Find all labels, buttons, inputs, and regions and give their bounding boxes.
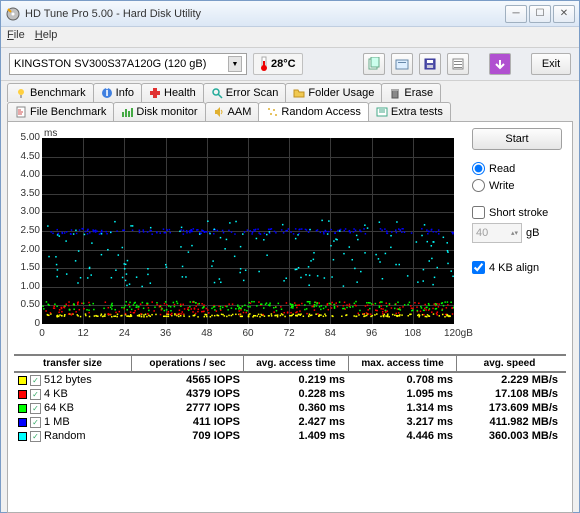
minimize-button[interactable]: ─ <box>505 5 527 23</box>
hdr-ops: operations / sec <box>132 356 244 371</box>
row-check[interactable]: ✓ <box>30 375 41 386</box>
series-color-swatch <box>18 390 27 399</box>
app-icon <box>5 6 21 22</box>
snapshot-button[interactable] <box>489 53 511 75</box>
table-row: ✓Random709 IOPS1.409 ms4.446 ms360.003 M… <box>14 429 566 443</box>
temperature-value: 28°C <box>271 58 296 70</box>
short-stroke-input[interactable]: 40▴▾ <box>472 223 522 243</box>
side-panel: Start Read Write Short stroke 40▴▾ gB 4 … <box>464 128 564 348</box>
menu-help[interactable]: Help <box>35 29 58 45</box>
copy-info-button[interactable] <box>363 53 385 75</box>
series-color-swatch <box>18 376 27 385</box>
row-check[interactable]: ✓ <box>30 403 41 414</box>
tab-content: ms 00.501.001.502.002.503.003.504.004.50… <box>7 121 573 513</box>
menu-file[interactable]: File <box>7 29 25 45</box>
results-table: transfer size operations / sec avg. acce… <box>14 354 566 443</box>
exit-button[interactable]: Exit <box>531 53 571 75</box>
series-color-swatch <box>18 432 27 441</box>
drive-select[interactable]: KINGSTON SV300S37A120G (120 gB) ▼ <box>9 53 247 75</box>
tab-health[interactable]: Health <box>141 83 204 102</box>
tabs-row-1: Benchmark iInfo Health Error Scan Folder… <box>1 81 579 102</box>
hdr-transfer-size: transfer size <box>14 356 132 371</box>
menubar: File Help <box>1 27 579 47</box>
row-check[interactable]: ✓ <box>30 389 41 400</box>
series-color-swatch <box>18 418 27 427</box>
table-row: ✓1 MB411 IOPS2.427 ms3.217 ms411.982 MB/… <box>14 415 566 429</box>
file-icon <box>15 106 27 118</box>
erase-icon <box>389 87 401 99</box>
tab-benchmark[interactable]: Benchmark <box>7 83 94 102</box>
tab-error-scan[interactable]: Error Scan <box>203 83 287 102</box>
tab-extra-tests[interactable]: Extra tests <box>368 102 451 121</box>
health-icon <box>149 87 161 99</box>
toolbar: KINGSTON SV300S37A120G (120 gB) ▼ 28°C E… <box>1 47 579 81</box>
titlebar: HD Tune Pro 5.00 - Hard Disk Utility ─ ☐… <box>1 1 579 27</box>
window-title: HD Tune Pro 5.00 - Hard Disk Utility <box>25 8 505 20</box>
tab-random-access[interactable]: Random Access <box>258 102 368 121</box>
thermometer-icon <box>260 55 268 74</box>
hdr-spd: avg. speed <box>457 356 562 371</box>
tab-disk-monitor[interactable]: Disk monitor <box>113 102 205 121</box>
series-color-swatch <box>18 404 27 413</box>
bulb-icon <box>15 87 27 99</box>
random-icon <box>266 106 278 118</box>
tab-folder-usage[interactable]: Folder Usage <box>285 83 382 102</box>
chevron-down-icon: ▼ <box>228 56 242 72</box>
short-stroke-check[interactable] <box>472 206 485 219</box>
screenshot-button[interactable] <box>391 53 413 75</box>
svg-text:i: i <box>105 87 108 99</box>
maximize-button[interactable]: ☐ <box>529 5 551 23</box>
drive-select-value: KINGSTON SV300S37A120G (120 gB) <box>14 58 206 70</box>
write-radio[interactable] <box>472 179 485 192</box>
app-window: HD Tune Pro 5.00 - Hard Disk Utility ─ ☐… <box>0 0 580 513</box>
table-row: ✓512 bytes4565 IOPS0.219 ms0.708 ms2.229… <box>14 373 566 387</box>
monitor-icon <box>121 106 133 118</box>
row-check[interactable]: ✓ <box>30 417 41 428</box>
table-row: ✓64 KB2777 IOPS0.360 ms1.314 ms173.609 M… <box>14 401 566 415</box>
row-check[interactable]: ✓ <box>30 431 41 442</box>
save-button[interactable] <box>419 53 441 75</box>
tab-erase[interactable]: Erase <box>381 83 441 102</box>
close-button[interactable]: ✕ <box>553 5 575 23</box>
scatter-chart: ms 00.501.001.502.002.503.003.504.004.50… <box>14 128 464 348</box>
info-icon: i <box>101 87 113 99</box>
tab-file-benchmark[interactable]: File Benchmark <box>7 102 114 121</box>
tab-info[interactable]: iInfo <box>93 83 142 102</box>
temperature-display: 28°C <box>253 53 303 75</box>
hdr-avg: avg. access time <box>244 356 349 371</box>
tab-aam[interactable]: AAM <box>205 102 260 121</box>
read-radio[interactable] <box>472 162 485 175</box>
options-button[interactable] <box>447 53 469 75</box>
folder-icon <box>293 87 305 99</box>
hdr-max: max. access time <box>349 356 457 371</box>
search-icon <box>211 87 223 99</box>
speaker-icon <box>213 106 225 118</box>
align-check[interactable] <box>472 261 485 274</box>
tests-icon <box>376 106 388 118</box>
tabs-row-2: File Benchmark Disk monitor AAM Random A… <box>1 102 579 121</box>
start-button[interactable]: Start <box>472 128 562 150</box>
table-row: ✓4 KB4379 IOPS0.228 ms1.095 ms17.108 MB/… <box>14 387 566 401</box>
